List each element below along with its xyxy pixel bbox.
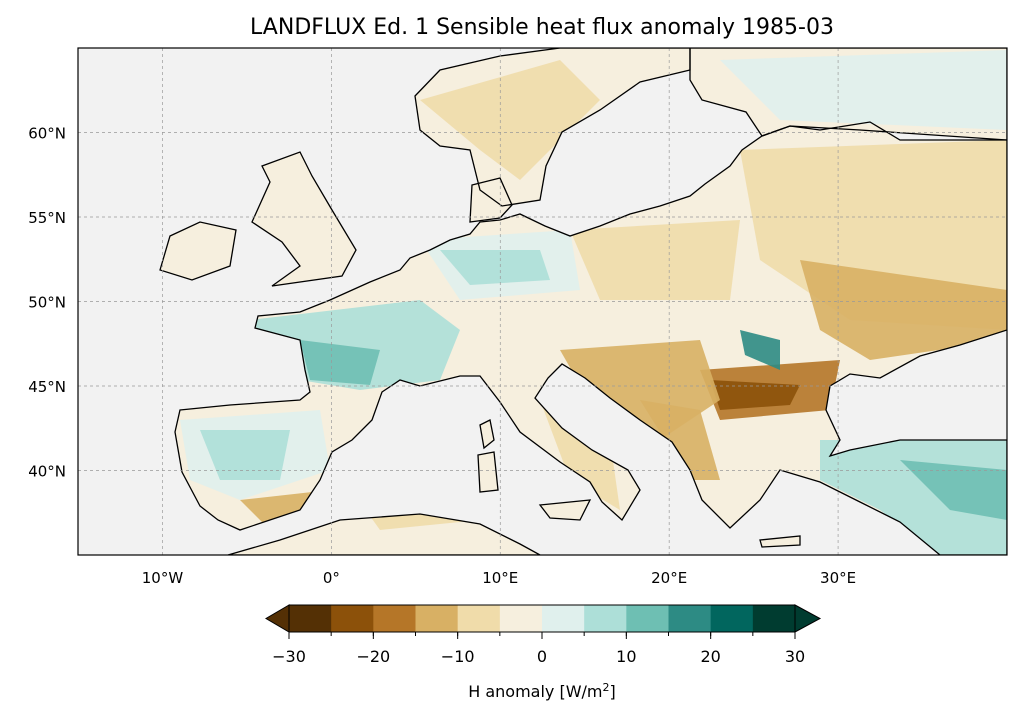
colorbar-tick-label: 20 — [700, 647, 720, 666]
axis-ticks: 60°N 55°N 50°N 45°N 40°N 10°W 0° 10°E 20°E 30°E — [28, 125, 856, 588]
land-corsica — [480, 420, 494, 448]
colorbar-bin — [289, 605, 332, 632]
anomaly-patch — [200, 430, 290, 480]
colorbar-bin — [626, 605, 669, 632]
coast-corsica — [479, 419, 495, 450]
lat-tick-label: 55°N — [28, 209, 66, 227]
anomaly-patch — [570, 220, 740, 300]
anomaly-patch — [440, 250, 550, 285]
colorbar-tick-label: −20 — [356, 647, 390, 666]
anomaly-patch — [300, 340, 380, 385]
colorbar-tick-label: −30 — [272, 647, 306, 666]
lon-tick-label: 30°E — [820, 569, 856, 587]
colorbar-bin — [457, 605, 501, 632]
anomaly-patch — [900, 460, 1007, 520]
colorbar-extend-low — [265, 604, 290, 633]
colorbar-bin — [668, 605, 712, 632]
lon-tick-label: 10°W — [142, 569, 184, 587]
lat-tick-label: 40°N — [28, 463, 66, 481]
lon-tick-label: 0° — [323, 569, 340, 587]
coast-ireland — [159, 221, 237, 281]
anomaly-patch — [740, 330, 780, 370]
anomaly-patch — [800, 260, 1007, 360]
lon-tick-label: 20°E — [651, 569, 687, 587]
gridlines — [78, 48, 1007, 555]
colorbar-tick-label: 30 — [785, 647, 805, 666]
colorbar-bin — [584, 605, 627, 632]
anomaly-field — [180, 50, 1007, 555]
anomaly-patch — [540, 400, 620, 510]
land-sardinia — [478, 452, 498, 492]
land-britain — [252, 152, 356, 286]
coast-crete — [759, 535, 801, 548]
land-ireland — [160, 222, 236, 280]
coast-denmark — [469, 177, 513, 223]
colorbar-bin — [373, 605, 416, 632]
coast-continent — [174, 121, 1007, 555]
anomaly-patch — [640, 400, 720, 480]
anomaly-patch — [720, 50, 1007, 130]
colorbar-extend-high — [794, 604, 822, 633]
coastlines — [159, 48, 1007, 555]
coast-africa — [227, 513, 541, 555]
lat-tick-label: 60°N — [28, 125, 66, 143]
lat-tick-label: 45°N — [28, 378, 66, 396]
colorbar-tick-label: 0 — [537, 647, 547, 666]
colorbar-bin — [542, 605, 585, 632]
lon-tick-label: 10°E — [482, 569, 518, 587]
coast-finland — [689, 48, 1007, 141]
colorbar-bin — [499, 605, 543, 632]
map-area — [78, 48, 1007, 555]
colorbar-bin — [415, 605, 459, 632]
lat-tick-label: 50°N — [28, 294, 66, 312]
anomaly-patch — [420, 60, 600, 180]
map-frame — [77, 47, 1008, 556]
land-crete — [760, 536, 800, 547]
coast-sardinia — [477, 451, 499, 493]
map-title: LANDFLUX Ed. 1 Sensible heat flux anomal… — [250, 15, 834, 40]
colorbar-bin — [331, 605, 374, 632]
land-africa — [228, 514, 540, 555]
coast-sicily — [538, 499, 592, 521]
colorbar-label: H anomaly [W/m2] — [468, 681, 616, 701]
colorbar-bin — [752, 605, 796, 632]
coast-britain — [251, 151, 357, 287]
colorbar-tick-label: −10 — [441, 647, 475, 666]
colorbar-tick-label: 10 — [616, 647, 636, 666]
colorbar: −30 −20 −10 0 10 20 30 — [265, 604, 822, 666]
anomaly-patch — [710, 380, 800, 410]
land-sicily — [540, 500, 590, 520]
land-denmark — [470, 178, 512, 222]
colorbar-bin — [710, 605, 754, 632]
coast-scandinavia — [414, 48, 691, 207]
